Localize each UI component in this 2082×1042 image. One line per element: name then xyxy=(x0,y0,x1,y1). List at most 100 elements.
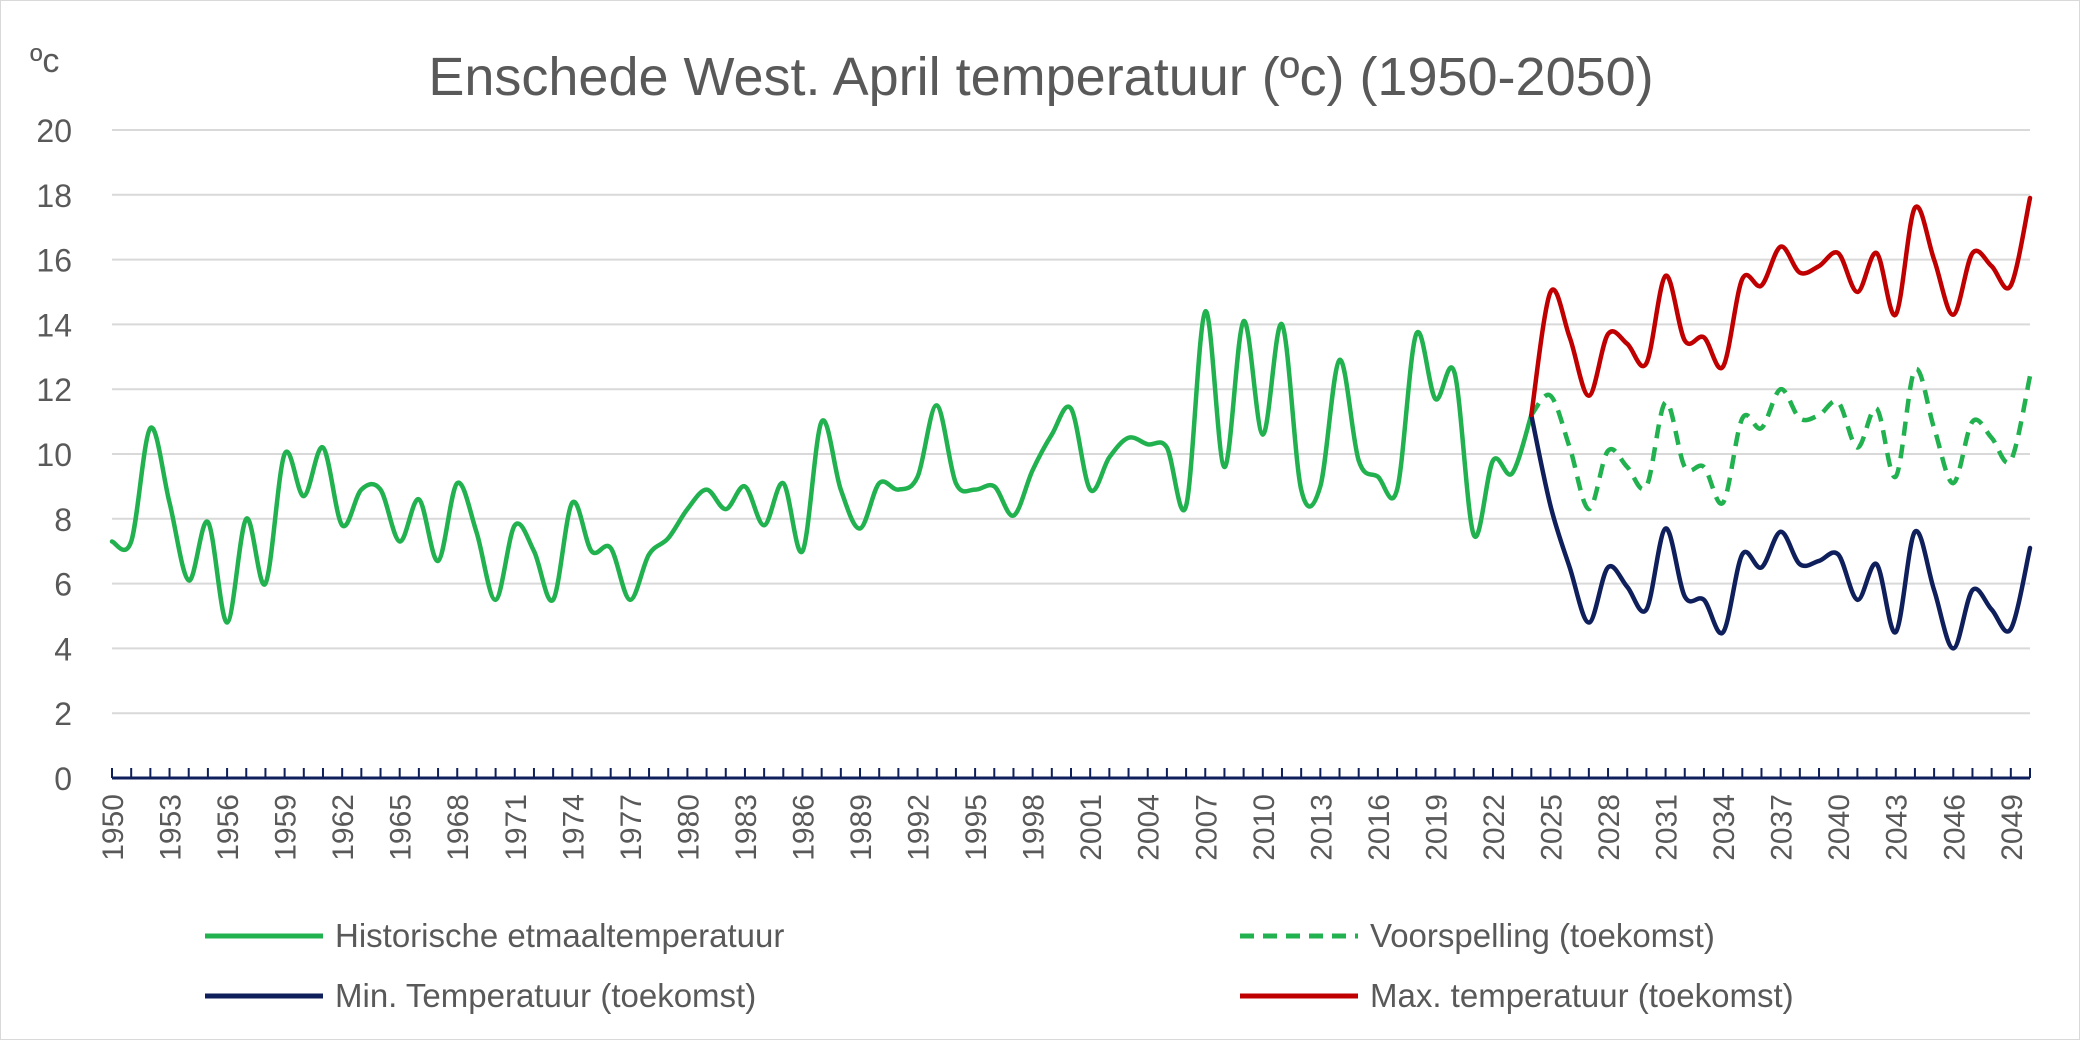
data-point-0-1995 xyxy=(972,487,978,493)
data-point-0-1963 xyxy=(358,487,364,493)
data-point-2-2027 xyxy=(1586,620,1592,626)
data-point-1-2032 xyxy=(1682,464,1688,470)
data-point-0-2006 xyxy=(1183,503,1189,509)
data-point-3-2036 xyxy=(1759,283,1765,289)
legend-label-1: Voorspelling (toekomst) xyxy=(1370,917,1715,954)
data-point-0-2018 xyxy=(1413,331,1419,337)
data-point-3-2047 xyxy=(1970,250,1976,256)
data-point-0-1994 xyxy=(953,480,959,486)
data-point-0-2009 xyxy=(1241,318,1247,324)
data-point-2-2034 xyxy=(1720,629,1726,635)
data-point-2-2047 xyxy=(1970,587,1976,593)
data-point-2-2041 xyxy=(1854,597,1860,603)
y-axis-tick-labels: 0 2 4 6 8 10 12 14 16 18 20 xyxy=(36,113,72,797)
x-tick-label-1977: 1977 xyxy=(615,794,648,861)
x-tick-label-1965: 1965 xyxy=(385,794,418,861)
data-point-0-1975 xyxy=(589,548,595,554)
data-point-2-2039 xyxy=(1816,558,1822,564)
data-point-0-1980 xyxy=(684,506,690,512)
x-tick-label-1956: 1956 xyxy=(212,794,245,861)
series-3 xyxy=(1528,195,2033,418)
data-point-1-2038 xyxy=(1797,415,1803,421)
data-point-3-2040 xyxy=(1835,250,1841,256)
data-point-1-2044 xyxy=(1912,367,1918,373)
y-tick-label-20: 20 xyxy=(36,113,72,149)
data-point-0-1955 xyxy=(205,519,211,525)
data-point-3-2035 xyxy=(1739,276,1745,282)
data-point-1-2047 xyxy=(1970,419,1976,425)
x-tick-label-1995: 1995 xyxy=(960,794,993,861)
data-point-0-1967 xyxy=(435,558,441,564)
data-point-0-2000 xyxy=(1068,406,1074,412)
data-point-1-2041 xyxy=(1854,445,1860,451)
data-point-2-2028 xyxy=(1605,564,1611,570)
x-tick-label-2001: 2001 xyxy=(1075,794,1108,861)
data-point-0-2014 xyxy=(1337,357,1343,363)
x-tick-label-1998: 1998 xyxy=(1018,794,1051,861)
x-tick-label-2022: 2022 xyxy=(1478,794,1511,861)
data-point-2-2033 xyxy=(1701,597,1707,603)
data-point-0-1973 xyxy=(550,597,556,603)
y-tick-label-4: 4 xyxy=(54,631,72,667)
series-1 xyxy=(1529,366,2033,512)
data-point-0-1985 xyxy=(780,480,786,486)
data-point-2-2030 xyxy=(1643,607,1649,613)
x-tick-label-1974: 1974 xyxy=(557,794,590,861)
data-point-3-2038 xyxy=(1797,270,1803,276)
series-line-2 xyxy=(1529,412,2033,651)
data-point-1-2049 xyxy=(2008,458,2014,464)
data-point-3-2039 xyxy=(1816,263,1822,269)
data-point-3-2046 xyxy=(1950,312,1956,318)
data-point-0-1951 xyxy=(128,539,134,545)
y-tick-label-12: 12 xyxy=(36,372,72,408)
x-tick-label-1971: 1971 xyxy=(500,794,533,861)
data-point-2-2050 xyxy=(2027,545,2033,551)
data-point-0-2010 xyxy=(1260,432,1266,438)
data-point-0-2005 xyxy=(1164,445,1170,451)
y-tick-label-0: 0 xyxy=(54,761,72,797)
data-point-0-1977 xyxy=(627,597,633,603)
series-lines xyxy=(109,195,2033,651)
data-point-0-2023 xyxy=(1509,470,1515,476)
data-point-0-1979 xyxy=(665,535,671,541)
data-point-0-1959 xyxy=(282,451,288,457)
data-point-0-1976 xyxy=(608,545,614,551)
data-point-1-2050 xyxy=(2027,373,2033,379)
data-point-1-2035 xyxy=(1739,415,1745,421)
data-point-0-1986 xyxy=(800,548,806,554)
data-point-3-2050 xyxy=(2027,195,2033,201)
data-point-0-1999 xyxy=(1049,432,1055,438)
legend-label-0: Historische etmaaltemperatuur xyxy=(335,917,784,954)
data-point-0-1954 xyxy=(186,577,192,583)
data-point-3-2034 xyxy=(1720,364,1726,370)
data-point-3-2030 xyxy=(1643,360,1649,366)
data-point-1-2045 xyxy=(1931,425,1937,431)
y-tick-label-16: 16 xyxy=(36,243,72,279)
data-point-2-2049 xyxy=(2008,626,2014,632)
data-point-1-2033 xyxy=(1701,464,1707,470)
x-tick-label-2034: 2034 xyxy=(1708,794,1741,861)
data-point-0-2011 xyxy=(1279,321,1285,327)
data-point-0-2008 xyxy=(1221,464,1227,470)
data-point-1-2030 xyxy=(1643,483,1649,489)
data-point-0-1964 xyxy=(378,487,384,493)
data-point-3-2031 xyxy=(1663,273,1669,279)
series-0 xyxy=(109,309,1534,625)
data-point-0-1992 xyxy=(915,474,921,480)
data-point-3-2042 xyxy=(1874,250,1880,256)
data-point-0-2021 xyxy=(1471,532,1477,538)
x-tick-label-2016: 2016 xyxy=(1363,794,1396,861)
x-tick-label-2007: 2007 xyxy=(1190,794,1223,861)
data-point-0-1997 xyxy=(1011,513,1017,519)
data-point-3-2033 xyxy=(1701,334,1707,340)
data-point-0-1981 xyxy=(704,487,710,493)
data-point-0-2013 xyxy=(1317,483,1323,489)
data-point-3-2024 xyxy=(1528,412,1534,418)
data-point-1-2028 xyxy=(1605,448,1611,454)
x-tick-label-2037: 2037 xyxy=(1766,794,1799,861)
series-line-3 xyxy=(1529,195,2033,418)
x-tick-label-2004: 2004 xyxy=(1133,794,1166,861)
data-point-1-2034 xyxy=(1720,500,1726,506)
data-point-3-2044 xyxy=(1912,205,1918,211)
